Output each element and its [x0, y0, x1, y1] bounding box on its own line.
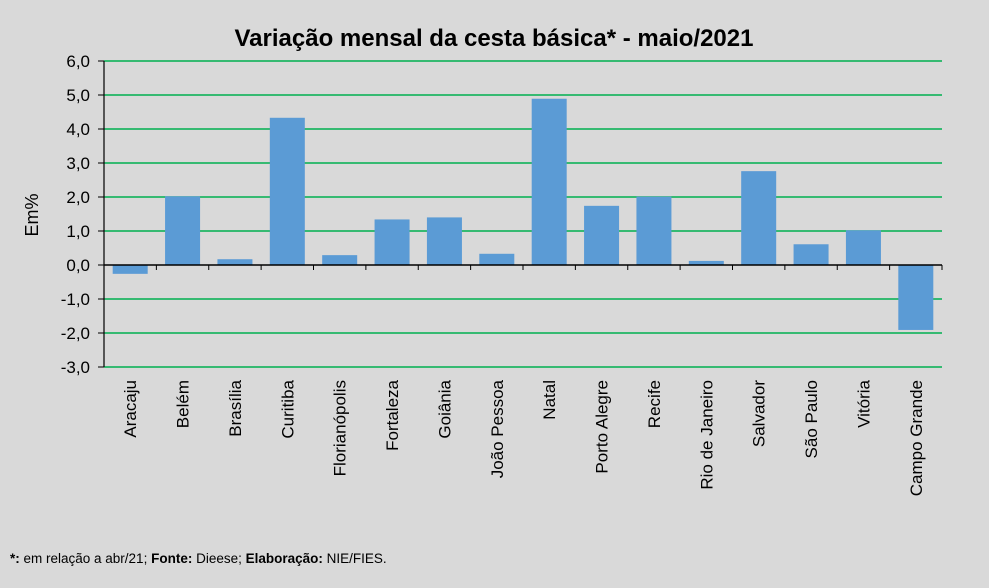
bar-campo-grande	[898, 265, 934, 330]
y-tick-label: -2,0	[61, 324, 90, 343]
bar-curitiba	[269, 117, 305, 265]
footnote-elaboration-label: Elaboração:	[245, 551, 323, 566]
footnote-source-text: Dieese;	[192, 551, 246, 566]
x-category-label: Curitiba	[278, 379, 297, 438]
footnote-elaboration-text: NIE/FIES.	[322, 551, 387, 566]
bar-recife	[636, 196, 672, 265]
y-axis-title: Em%	[22, 193, 42, 236]
x-category-label: Porto Alegre	[593, 380, 612, 474]
y-tick-label: 0,0	[66, 256, 90, 275]
bar-belem	[165, 196, 201, 265]
bar-natal	[531, 98, 567, 266]
y-tick-label: -3,0	[61, 358, 90, 377]
y-tick-label: 2,0	[66, 188, 90, 207]
gridlines	[104, 60, 942, 368]
x-category-label: Brasília	[226, 379, 245, 436]
bar-salvador	[741, 171, 777, 265]
x-category-label: Recife	[645, 380, 664, 428]
bar-joao-pessoa	[479, 253, 515, 265]
x-category-label: Florianópolis	[331, 380, 350, 476]
x-category-label: Natal	[540, 380, 559, 420]
bar-florianopolis	[322, 255, 358, 265]
category-labels: Aracaju Belém Brasília Curitiba Florianópoli…	[121, 379, 926, 496]
footnote: *: em relação a abr/21; Fonte: Dieese; E…	[10, 551, 387, 566]
bar-goiania	[426, 217, 462, 265]
y-tick-label: 5,0	[66, 86, 90, 105]
x-category-label: Fortaleza	[383, 379, 402, 450]
x-category-label: Belém	[174, 380, 193, 428]
x-category-label: Campo Grande	[907, 380, 926, 496]
bar-rio-de-janeiro	[688, 260, 724, 265]
x-category-label: São Paulo	[802, 380, 821, 458]
bar-vitoria	[845, 230, 881, 265]
x-category-label: Goiânia	[435, 379, 454, 438]
x-category-label: Vitória	[854, 379, 873, 427]
chart-title: Variação mensal da cesta básica* - maio/…	[235, 25, 754, 52]
y-tick-label: 4,0	[66, 120, 90, 139]
y-tick-label: -1,0	[61, 290, 90, 309]
x-category-label: Aracaju	[121, 380, 140, 438]
bar-sao-paulo	[793, 244, 829, 265]
y-tick-label: 1,0	[66, 222, 90, 241]
footnote-asterisk-text: em relação a abr/21;	[19, 551, 152, 566]
bar-fortaleza	[374, 219, 410, 265]
bar-aracaju	[112, 265, 148, 274]
x-category-label: Salvador	[750, 380, 769, 447]
x-category-label: João Pessoa	[488, 379, 507, 478]
bars	[112, 98, 934, 330]
y-tick-labels: 6,0 5,0 4,0 3,0 2,0 1,0 0,0 -1,0 -2,0 -3,0	[61, 52, 90, 377]
footnote-source-label: Fonte:	[151, 551, 193, 566]
footnote-asterisk-label: *:	[10, 551, 20, 566]
y-tick-label: 6,0	[66, 52, 90, 71]
x-category-label: Rio de Janeiro	[697, 380, 716, 490]
axes	[98, 60, 943, 368]
bar-brasilia	[217, 259, 253, 265]
bar-porto-alegre	[584, 205, 620, 265]
y-tick-label: 3,0	[66, 154, 90, 173]
